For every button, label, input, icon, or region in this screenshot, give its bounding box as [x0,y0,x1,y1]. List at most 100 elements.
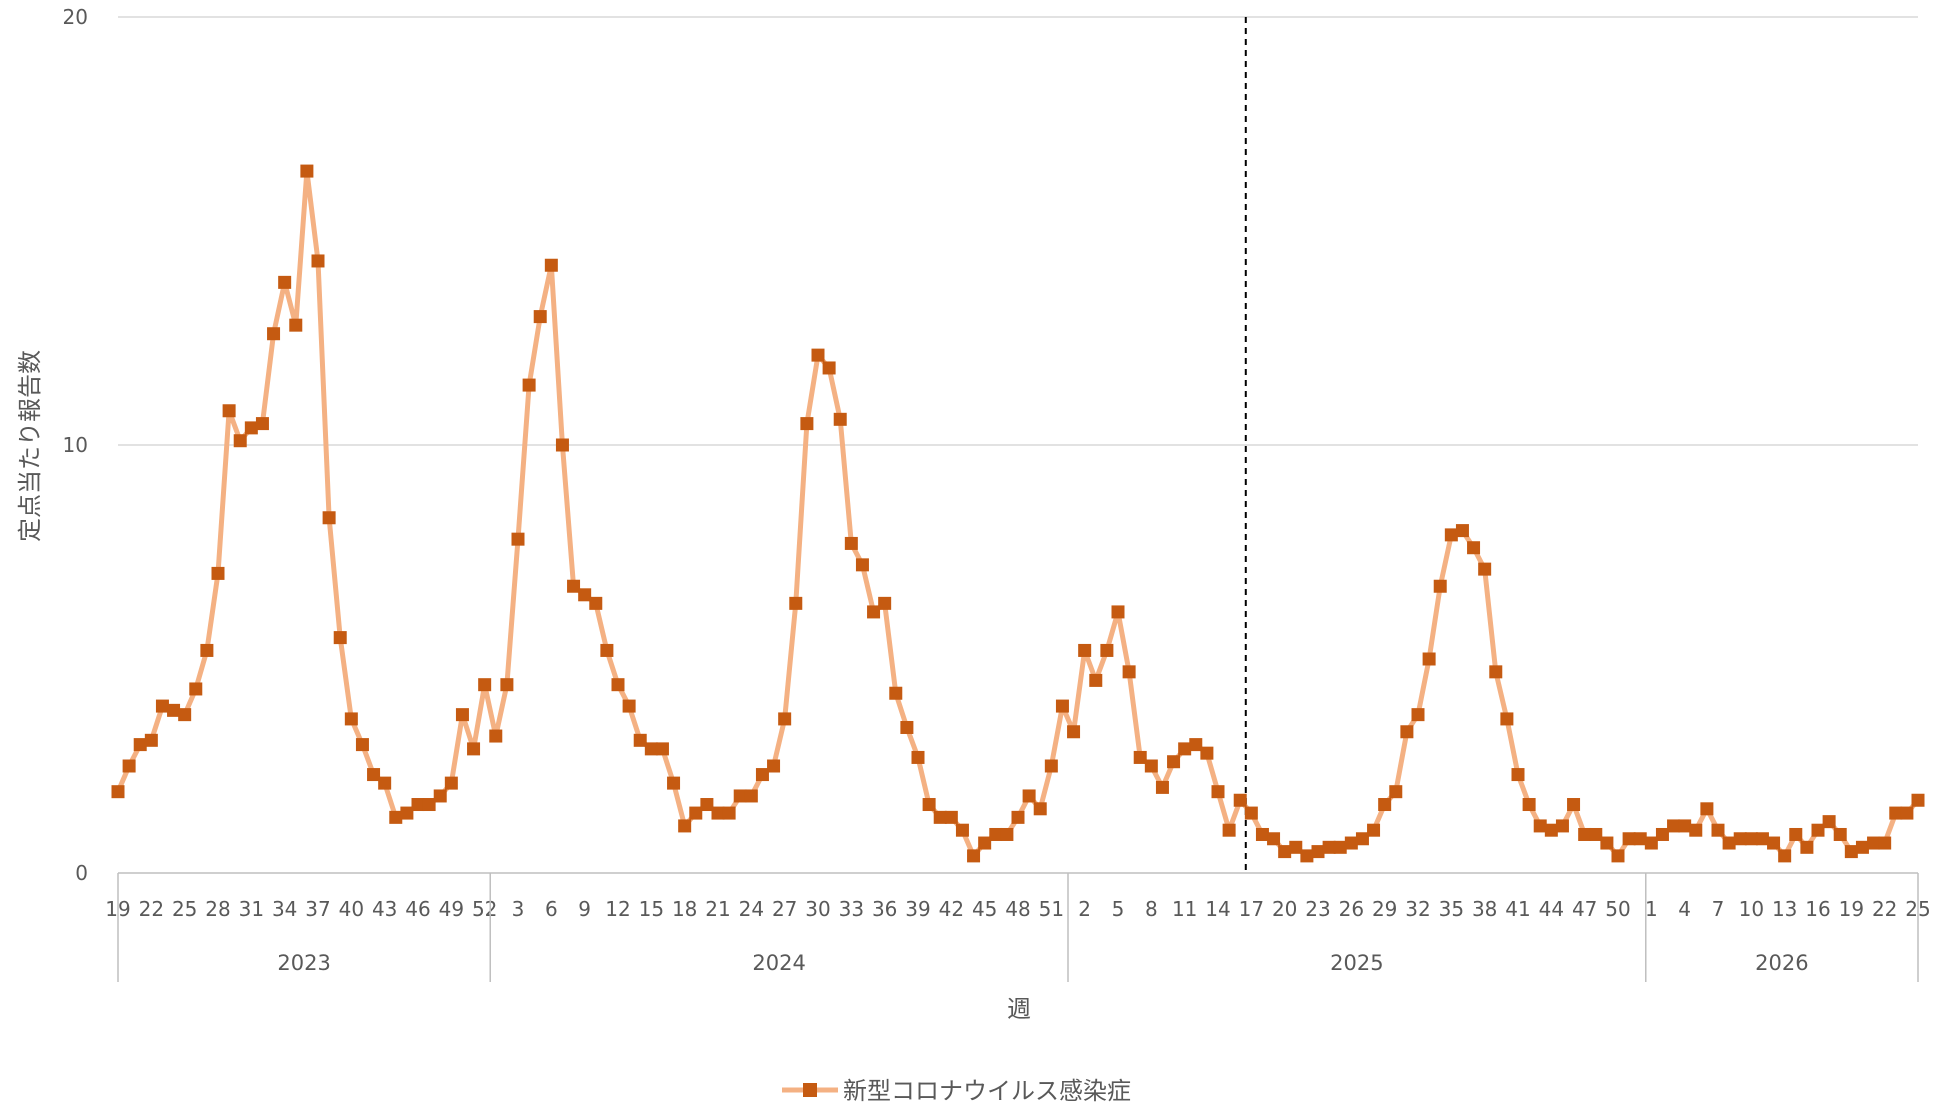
x-tick-label: 4 [1678,897,1691,921]
data-point [1378,798,1392,812]
data-point [1389,785,1403,799]
data-point [1178,742,1192,756]
data-point [1678,819,1692,833]
y-axis-title: 定点当たり報告数 [16,350,44,542]
data-point [1867,836,1881,850]
data-point [1355,832,1369,846]
data-point [522,378,536,392]
x-tick-label: 52 [472,897,497,921]
x-tick-label: 18 [672,897,697,921]
data-point [1911,793,1925,807]
data-point [844,536,858,550]
data-point [1500,712,1514,726]
data-point [1244,806,1258,820]
data-point [433,789,447,803]
data-point [1878,836,1892,850]
x-year-label: 2026 [1755,951,1808,975]
data-point [1522,798,1536,812]
data-point [567,579,581,593]
data-point [278,275,292,289]
x-tick-label: 9 [578,897,591,921]
data-point [1589,827,1603,841]
data-point [1400,725,1414,739]
data-point [1167,755,1181,769]
x-tick-label: 27 [772,897,797,921]
x-year-label: 2024 [752,951,805,975]
x-tick-label: 24 [739,897,764,921]
data-point [300,164,314,178]
legend[interactable]: 新型コロナウイルス感染症 [782,1077,1131,1103]
data-point [1189,738,1203,752]
series-line [115,168,1920,859]
x-tick-label: 39 [905,897,930,921]
data-point [944,810,958,824]
data-point [1755,832,1769,846]
x-tick-label: 26 [1339,897,1364,921]
data-point [544,258,558,272]
data-point [722,806,736,820]
data-point [889,686,903,700]
data-point [733,789,747,803]
x-tick-label: 50 [1605,897,1630,921]
data-point [800,417,814,431]
data-point [1011,810,1025,824]
x-tick-label: 15 [639,897,664,921]
data-point [855,558,869,572]
data-point [289,318,303,332]
data-point [1555,819,1569,833]
x-tick-label: 12 [605,897,630,921]
x-tick-label: 34 [272,897,297,921]
data-point [767,759,781,773]
data-point [978,836,992,850]
data-point [1844,845,1858,859]
x-tick-label: 30 [805,897,830,921]
data-point [678,819,692,833]
data-point [367,768,381,782]
data-point [1667,819,1681,833]
data-point [133,738,147,752]
data-point [222,404,236,418]
data-point [1467,541,1481,555]
data-point [755,768,769,782]
data-point [989,827,1003,841]
data-point [578,588,592,602]
data-point [1611,849,1625,863]
data-point [833,412,847,426]
data-point [1633,832,1647,846]
x-tick-label: 7 [1712,897,1725,921]
x-tick-label: 22 [1872,897,1897,921]
data-point [189,682,203,696]
y-tick-label: 0 [75,861,88,885]
x-tick-label: 14 [1205,897,1230,921]
x-axis: 19 22 25 28 31 34 37 40 43 46 49 52 3 6 9 12 15 18 21 24 27 3… [105,873,1931,982]
data-point [200,643,214,657]
data-point [1478,562,1492,576]
data-point [1489,665,1503,679]
data-point [644,742,658,756]
data-point [211,566,225,580]
data-point [267,327,281,341]
data-point [1900,806,1914,820]
x-tick-label: 1 [1645,897,1658,921]
y-tick-label: 20 [63,5,88,29]
data-point [1055,699,1069,713]
x-tick-label: 20 [1272,897,1297,921]
data-point [955,823,969,837]
data-point [1122,665,1136,679]
x-tick-label: 2 [1078,897,1091,921]
x-tick-label: 6 [545,897,558,921]
x-axis-title: 週 [1007,995,1031,1023]
data-point [322,511,336,525]
data-point [822,361,836,375]
data-point [1544,823,1558,837]
data-point [1255,827,1269,841]
x-tick-label: 32 [1405,897,1430,921]
data-point [1422,652,1436,666]
x-tick-label: 46 [405,897,430,921]
x-tick-label: 16 [1805,897,1830,921]
x-tick-label: 23 [1305,897,1330,921]
data-point [455,708,469,722]
x-tick-label: 42 [939,897,964,921]
data-point [1733,832,1747,846]
